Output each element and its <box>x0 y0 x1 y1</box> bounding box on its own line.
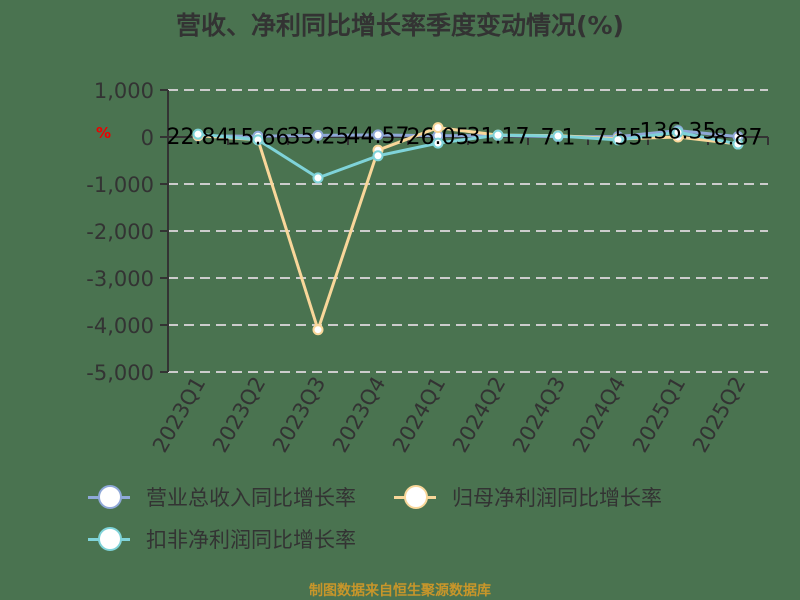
x-tick-label: 2023Q4 <box>328 373 390 457</box>
data-point <box>192 128 204 140</box>
series-line <box>197 129 739 139</box>
x-tick-label: 2024Q4 <box>568 373 630 457</box>
legend-row-1: 营业总收入同比增长率 归母净利润同比增长率 <box>88 482 662 512</box>
x-tick-label: 2023Q3 <box>268 373 330 457</box>
data-point <box>312 129 324 141</box>
data-point <box>432 122 444 134</box>
x-tick-label: 2024Q1 <box>388 373 450 457</box>
data-label: 35.25 <box>287 124 350 149</box>
data-point <box>312 324 324 336</box>
data-point <box>312 172 324 184</box>
data-label: 31.17 <box>467 125 530 150</box>
legend-label-revenue[interactable]: 营业总收入同比增长率 <box>146 486 356 510</box>
data-point <box>732 138 744 150</box>
data-label: 7.55 <box>594 126 643 151</box>
data-label: 15.66 <box>227 125 290 150</box>
data-point <box>252 134 264 146</box>
data-label: 136.35 <box>640 120 717 145</box>
data-source-footer: 制图数据来自恒生聚源数据库 <box>309 583 491 599</box>
legend-swatch-deducted-net-profit[interactable] <box>88 527 130 551</box>
data-point <box>612 134 624 146</box>
data-point <box>672 126 684 138</box>
y-tick-label: 0 <box>141 126 154 150</box>
y-unit-label: % <box>96 124 112 142</box>
data-label: 44.57 <box>347 124 410 149</box>
legend-swatch-net-profit[interactable] <box>394 485 436 509</box>
data-label: 7.1 <box>541 126 576 151</box>
y-tick-label: -2,000 <box>86 220 154 244</box>
x-tick-label: 2024Q3 <box>508 373 570 457</box>
y-tick-label: -1,000 <box>86 173 154 197</box>
data-label: 22.84 <box>167 125 230 150</box>
x-tick-label: 2023Q1 <box>148 373 210 457</box>
data-point <box>372 129 384 141</box>
legend-swatch-revenue[interactable] <box>88 485 130 509</box>
data-label: 8.87 <box>714 126 763 151</box>
y-tick-label: -3,000 <box>86 267 154 291</box>
y-tick-label: -4,000 <box>86 314 154 338</box>
data-point <box>552 130 564 142</box>
x-tick-label: 2025Q2 <box>688 373 750 457</box>
data-label: 26.05 <box>407 125 470 150</box>
series-line <box>197 126 739 335</box>
chart-title: 营收、净利同比增长率季度变动情况(%) <box>176 11 624 40</box>
data-point <box>372 150 384 162</box>
x-tick-label: 2023Q2 <box>208 373 270 457</box>
x-tick-label: 2024Q2 <box>448 373 510 457</box>
x-tick-label: 2025Q1 <box>628 373 690 457</box>
legend-label-net-profit[interactable]: 归母净利润同比增长率 <box>452 486 662 510</box>
data-point <box>492 129 504 141</box>
data-point <box>432 137 444 149</box>
y-tick-label: 1,000 <box>94 79 154 103</box>
series-line <box>197 130 739 180</box>
y-tick-label: -5,000 <box>86 361 154 385</box>
legend-row-2: 扣非净利润同比增长率 <box>88 524 356 554</box>
legend-label-deducted-net-profit[interactable]: 扣非净利润同比增长率 <box>146 528 356 552</box>
